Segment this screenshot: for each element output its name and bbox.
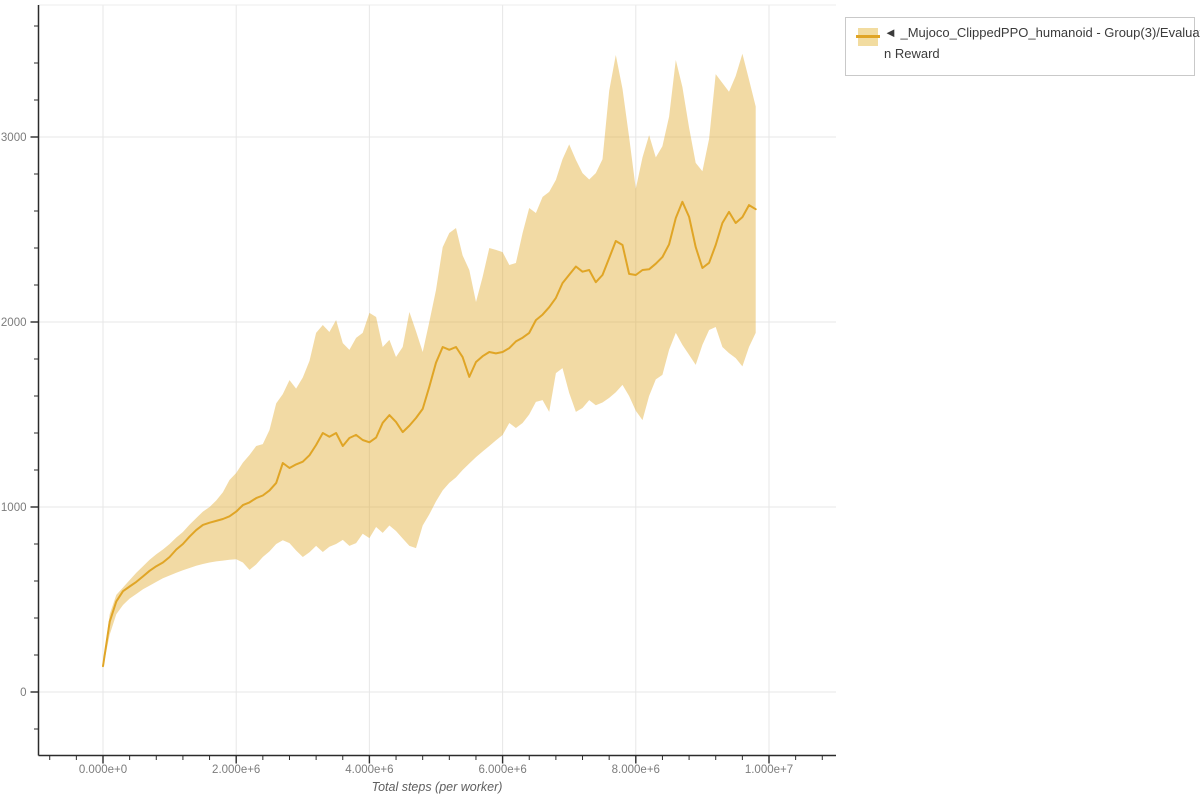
legend-swatch-band (856, 28, 880, 46)
series-band (103, 53, 756, 669)
x-tick-label: 8.000e+6 (612, 764, 660, 776)
grid-layer (38, 4, 836, 756)
y-tick-label: 3000 (1, 132, 27, 144)
legend-box[interactable]: ◄ _Mujoco_ClippedPPO_humanoid - Group(3)… (845, 17, 1200, 76)
series-line-layer (102, 200, 757, 668)
series-mean-line (102, 200, 757, 668)
legend-item-label[interactable]: ◄ _Mujoco_ClippedPPO_humanoid - Group(3)… (884, 22, 1200, 64)
x-axis-title: Total steps (per worker) (372, 780, 503, 794)
legend-swatch-line (856, 35, 880, 38)
legend-label-line2: n Reward (884, 46, 940, 61)
y-tick-label: 2000 (1, 317, 27, 329)
y-tick-label: 0 (20, 687, 26, 699)
x-tick-label: 2.000e+6 (212, 764, 260, 776)
series-band-layer (103, 53, 756, 669)
x-tick-label: 0.000e+0 (79, 764, 127, 776)
x-tick-label: 6.000e+6 (478, 764, 526, 776)
legend-label-line1: ◄ _Mujoco_ClippedPPO_humanoid - Group(3)… (884, 25, 1200, 40)
x-tick-label: 1.000e+7 (745, 764, 793, 776)
axis-label-layer: 0.000e+0 2.000e+6 4.000e+6 6.000e+6 8.000e+6… (1, 132, 793, 776)
y-tick-label: 1000 (1, 502, 27, 514)
x-tick-label: 4.000e+6 (345, 764, 393, 776)
axis-layer (30, 5, 836, 764)
